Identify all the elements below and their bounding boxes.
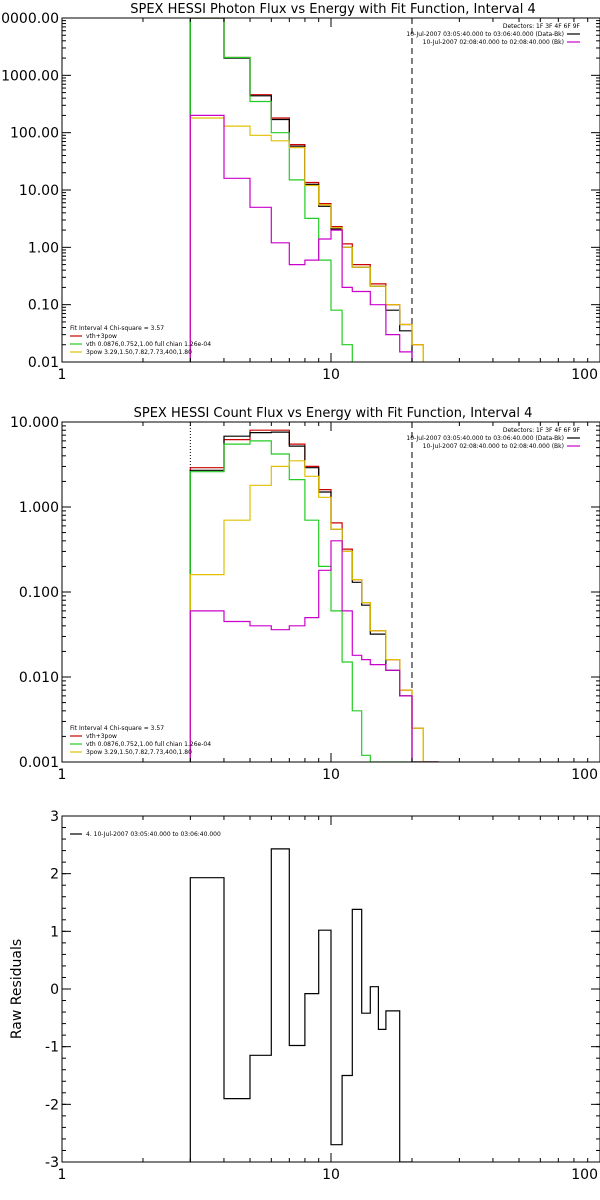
legend-entry-label: vth 0.0876,0.752,1.00 full chian 1.26e-0… — [86, 741, 211, 748]
y-tick-label: 1 — [50, 924, 59, 940]
legend-entry-label: 4. 10-Jul-2007 03:05:40.000 to 03:06:40.… — [86, 831, 221, 838]
legend-entry-label: 10-Jul-2007 02:08:40.000 to 02:08:40.000… — [423, 39, 564, 46]
y-tick-label: 2 — [50, 867, 59, 883]
y-tick-label: 0.001 — [19, 755, 59, 771]
legend-entry-label: 10-Jul-2007 03:05:40.000 to 03:06:40.000… — [406, 435, 564, 442]
y-tick-label: 0 — [50, 982, 59, 998]
chart-panel-3: 1 10 100 -3 -2 -1 0 1 2 3 Raw Residuals 4. 10-Jul-2… — [9, 809, 600, 1183]
legend-header: Detectors: 1F 3F 4F 6F 9F — [503, 427, 581, 434]
y-tick-label: 100.00 — [10, 126, 59, 142]
legend-header: Fit Interval 4 Chi-square = 3.57 — [70, 725, 164, 732]
y-tick-label: -2 — [45, 1097, 59, 1113]
y-axis-label: Raw Residuals — [9, 939, 25, 1039]
legend-entry-label: vth+3pow — [86, 333, 117, 340]
legend-entry-label: 3pow 3.29,1.50,7.82,7.73,400,1.80 — [86, 749, 192, 756]
legend-entry-label: 10-Jul-2007 02:08:40.000 to 02:08:40.000… — [423, 443, 564, 450]
series-line-vth-3pow — [189, 429, 439, 762]
legend-entry-label: 10-Jul-2007 03:05:40.000 to 03:06:40.000… — [406, 31, 564, 38]
y-tick-label: 10.000 — [10, 415, 59, 431]
chart-panel-1: SPEX HESSI Photon Flux vs Energy with Fi… — [0, 2, 600, 383]
chart-title: SPEX HESSI Photon Flux vs Energy with Fi… — [130, 2, 536, 17]
legend-entry-label: vth+3pow — [86, 733, 117, 740]
series-line-4-10-jul-2007-03-05-40-000-to-03-06-40-000 — [189, 848, 412, 1162]
x-tick-label: 10 — [322, 1167, 340, 1183]
legend-header: Detectors: 1F 3F 4F 6F 9F — [503, 23, 581, 30]
x-tick-label: 1 — [58, 367, 67, 383]
legend-entry-label: vth 0.0876,0.752,1.00 full chian 1.26e-0… — [86, 341, 211, 348]
plot-area — [189, 18, 424, 362]
series-line-vth-3pow — [189, 18, 424, 362]
legend-entry-label: 3pow 3.29,1.50,7.82,7.73,400,1.80 — [86, 349, 192, 356]
x-tick-label: 1 — [58, 1167, 67, 1183]
series-line-bk — [189, 540, 439, 762]
y-tick-label: 10000.00 — [0, 11, 59, 27]
y-tick-label: -3 — [45, 1155, 59, 1171]
series-line-vth — [189, 440, 439, 762]
x-tick-label: 10 — [322, 767, 340, 783]
chart-title: SPEX HESSI Count Flux vs Energy with Fit… — [134, 406, 533, 421]
y-tick-label: 0.010 — [19, 670, 59, 686]
y-tick-label: -1 — [45, 1040, 59, 1056]
y-tick-label: 0.10 — [28, 298, 59, 314]
x-tick-label: 100 — [571, 1167, 598, 1183]
y-tick-label: 1.00 — [28, 240, 59, 256]
series-line-data — [189, 431, 439, 762]
y-tick-label: 10.00 — [19, 183, 59, 199]
legend-header: Fit Interval 4 Chi-square = 3.57 — [70, 325, 164, 332]
y-tick-label: 1.000 — [19, 500, 59, 516]
plot-area — [189, 848, 412, 1162]
series-line-3pow — [189, 460, 439, 762]
y-tick-label: 1000.00 — [1, 68, 59, 84]
y-tick-label: 0.01 — [28, 355, 59, 371]
plot-area — [189, 422, 439, 762]
x-tick-label: 100 — [571, 767, 598, 783]
x-tick-label: 1 — [58, 767, 67, 783]
y-tick-label: 0.100 — [19, 585, 59, 601]
series-line-3pow-3-29-1-50-7-82-7-73-400-1-80 — [189, 117, 424, 362]
x-tick-label: 100 — [571, 367, 598, 383]
x-tick-label: 10 — [322, 367, 340, 383]
chart-panel-2: SPEX HESSI Count Flux vs Energy with Fit… — [10, 406, 600, 783]
y-tick-label: 3 — [50, 809, 59, 825]
series-line-bk — [189, 114, 413, 362]
series-line-vth-0-0876-0-752-1-00-full-chian-1-26e-04 — [189, 18, 353, 362]
series-line-data — [189, 18, 413, 362]
